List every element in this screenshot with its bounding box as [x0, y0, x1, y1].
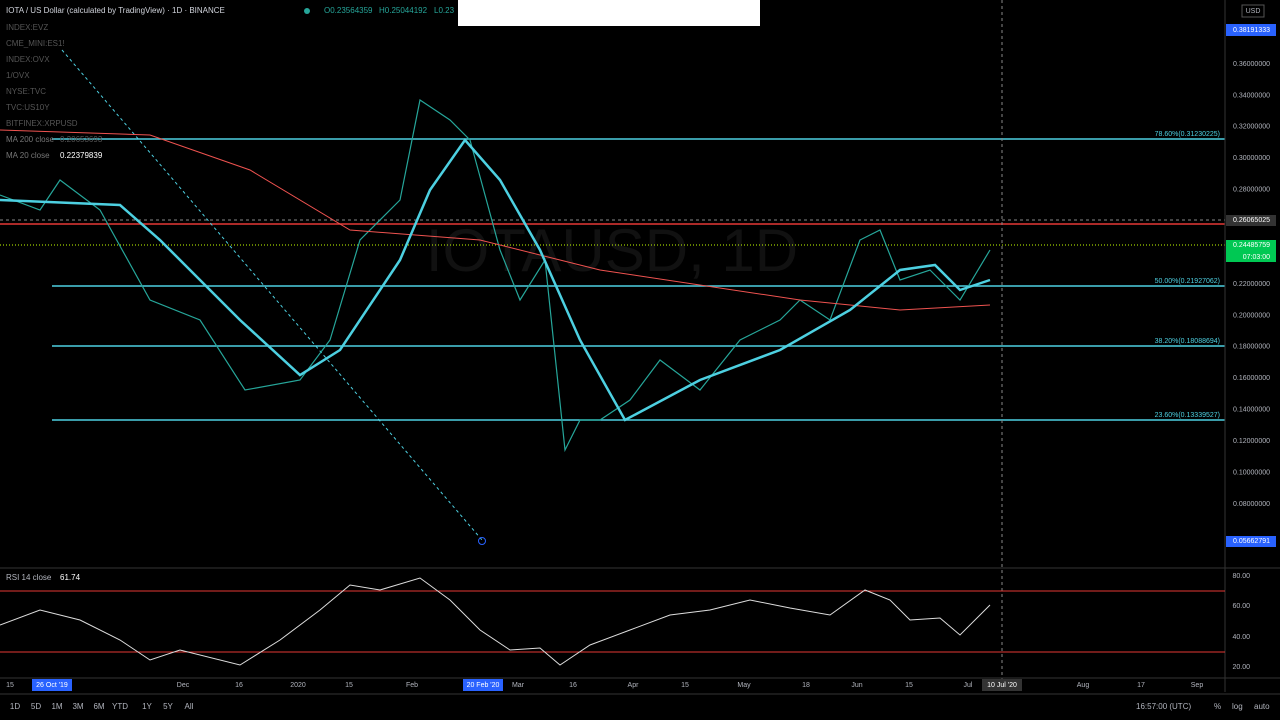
price-top: 0.38191333 — [1233, 27, 1270, 34]
price-tick: 0.28000000 — [1233, 187, 1270, 194]
rsi-tick: 80.00 — [1232, 573, 1250, 580]
overlay-label[interactable]: TVC:US10Y — [6, 103, 50, 112]
drawing-toolbar[interactable] — [458, 0, 760, 26]
time-tick: 26 Oct '19 — [36, 682, 68, 689]
overlay-label[interactable]: BITFINEX:XRPUSD — [6, 119, 78, 128]
price-tick: 0.12000000 — [1233, 438, 1270, 445]
currency-box — [1241, 4, 1265, 18]
time-tick: 15 — [681, 682, 689, 689]
price-tick: 0.20000000 — [1233, 312, 1270, 319]
clock: 16:57:00 (UTC) — [1136, 702, 1191, 711]
price-tick: 0.34000000 — [1233, 92, 1270, 99]
range-button[interactable]: All — [185, 702, 194, 711]
rsi-tick: 60.00 — [1232, 603, 1250, 610]
badge — [1226, 536, 1276, 547]
ma-value: 0.20653693 — [60, 135, 103, 144]
last-price: 0.24485759 — [1233, 242, 1270, 249]
range-button[interactable]: 1D — [10, 702, 20, 711]
price-tick: 0.32000000 — [1233, 124, 1270, 131]
time-tick: Dec — [177, 682, 190, 689]
ma-name: MA 20 close — [6, 151, 50, 160]
time-badge — [463, 679, 503, 691]
percent[interactable]: % — [1214, 702, 1221, 711]
overlay-label[interactable]: INDEX:OVX — [6, 55, 50, 64]
time-tick: Jul — [964, 682, 973, 689]
price-tick: 0.08000000 — [1233, 501, 1270, 508]
ma20 — [0, 137, 991, 422]
rsi-value: 61.74 — [60, 573, 81, 582]
ma-name: MA 200 close — [6, 135, 55, 144]
badge — [1226, 215, 1276, 226]
time-tick: 15 — [345, 682, 353, 689]
rsi-line — [0, 577, 991, 666]
range-button[interactable]: 3M — [72, 702, 83, 711]
range-button[interactable]: YTD — [112, 702, 128, 711]
fib-label: 38.20%(0.18088694) — [1155, 338, 1220, 345]
time-tick: Aug — [1077, 682, 1090, 689]
symbol: IOTA / US Dollar (calculated by TradingV… — [6, 6, 225, 15]
auto[interactable]: auto — [1254, 702, 1270, 711]
time-tick: Mar — [512, 682, 525, 689]
range-button[interactable]: 5Y — [163, 702, 173, 711]
time-tick: 2020 — [290, 682, 306, 689]
range-button[interactable]: 6M — [93, 702, 104, 711]
time-tick: 15 — [905, 682, 913, 689]
time-badge — [982, 679, 1022, 691]
price-tick: 0.22000000 — [1233, 281, 1270, 288]
rsi-label: RSI 14 close — [6, 573, 52, 582]
rsi-tick: 20.00 — [1232, 664, 1250, 671]
time-tick: Sep — [1191, 682, 1204, 689]
time-badge — [32, 679, 72, 691]
price-tick: 0.16000000 — [1233, 375, 1270, 382]
time-tick: Apr — [628, 682, 640, 689]
time-tick: 20 Feb '20 — [467, 682, 500, 689]
overlay-label[interactable]: NYSE:TVC — [6, 87, 46, 96]
overlay-label[interactable]: CME_MINI:ES1! — [6, 39, 65, 48]
badge — [1226, 240, 1276, 262]
time-tick: 16 — [569, 682, 577, 689]
time-tick: Jun — [851, 682, 862, 689]
overlay-label[interactable]: 1/OVX — [6, 71, 30, 80]
ma-value: 0.22379839 — [60, 151, 103, 160]
fib-label: 78.60%(0.31230225) — [1155, 131, 1220, 138]
time-tick: 10 Jul '20 — [987, 682, 1017, 689]
status — [304, 8, 310, 14]
time-tick: May — [737, 682, 751, 689]
currency: USD — [1246, 8, 1261, 15]
price-tick: 0.30000000 — [1233, 155, 1270, 162]
price-tick: 0.18000000 — [1233, 344, 1270, 351]
watermark: IOTAUSD, 1D — [426, 217, 798, 284]
countdown: 07:03:00 — [1243, 254, 1270, 261]
price-tick: 0.14000000 — [1233, 407, 1270, 414]
time-tick: 18 — [802, 682, 810, 689]
fib-label: 50.00%(0.21927062) — [1155, 278, 1220, 285]
time-tick: Feb — [406, 682, 418, 689]
crosshair-price: 0.26065025 — [1233, 217, 1270, 224]
anchor — [478, 537, 486, 545]
range-button[interactable]: 1Y — [142, 702, 152, 711]
ohlc-open: O0.23564359 — [324, 6, 373, 15]
price-tick: 0.10000000 — [1233, 469, 1270, 476]
low-price: 0.05662791 — [1233, 538, 1270, 545]
ohlc-high: H0.25044192 — [379, 6, 428, 15]
log[interactable]: log — [1232, 702, 1243, 711]
overlay-label[interactable]: INDEX:EVZ — [6, 23, 48, 32]
time-tick: 16 — [235, 682, 243, 689]
rsi-tick: 40.00 — [1232, 634, 1250, 641]
ohlc-low: L0.23 — [434, 6, 455, 15]
range-button[interactable]: 5D — [31, 702, 41, 711]
badge — [1226, 24, 1276, 36]
fib-label: 23.60%(0.13339527) — [1155, 412, 1220, 419]
range-button[interactable]: 1M — [51, 702, 62, 711]
time-tick: 17 — [1137, 682, 1145, 689]
time-tick: 15 — [6, 682, 14, 689]
price-tick: 0.36000000 — [1233, 61, 1270, 68]
ma200 — [0, 129, 991, 311]
